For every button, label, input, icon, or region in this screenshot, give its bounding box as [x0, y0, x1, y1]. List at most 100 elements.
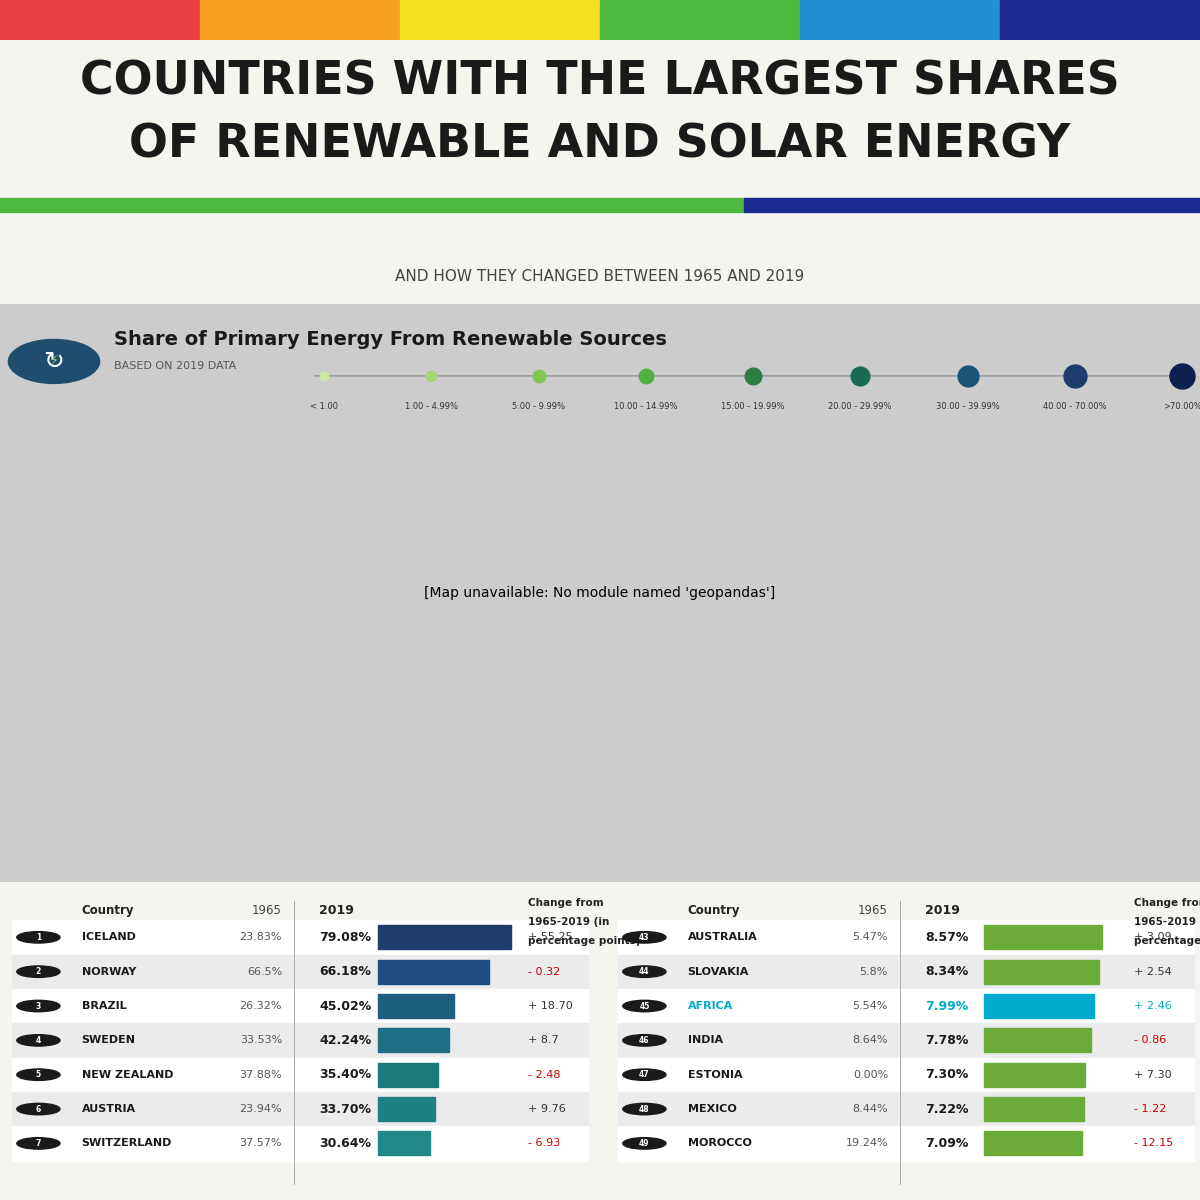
- Text: ICELAND: ICELAND: [82, 932, 136, 942]
- Text: SWITZERLAND: SWITZERLAND: [82, 1139, 172, 1148]
- Bar: [600, 0, 800, 40]
- Circle shape: [623, 1069, 666, 1080]
- Text: 44: 44: [640, 967, 649, 976]
- Text: percentage points): percentage points): [1134, 936, 1200, 946]
- Text: 2: 2: [36, 967, 41, 976]
- Text: 5: 5: [36, 1070, 41, 1079]
- Text: 5.00 - 9.99%: 5.00 - 9.99%: [512, 402, 565, 410]
- Text: 3: 3: [36, 1002, 41, 1010]
- Text: 8.34%: 8.34%: [925, 965, 968, 978]
- Text: AUSTRALIA: AUSTRALIA: [688, 932, 757, 942]
- Text: 5.8%: 5.8%: [859, 967, 888, 977]
- Text: + 2.46: + 2.46: [1134, 1001, 1171, 1012]
- Circle shape: [623, 931, 666, 943]
- Text: - 6.93: - 6.93: [528, 1139, 560, 1148]
- Bar: [12, 1127, 588, 1160]
- Text: 66.5%: 66.5%: [247, 967, 282, 977]
- Text: 1965-2019 (in: 1965-2019 (in: [528, 917, 610, 926]
- Text: Share of Primary Energy From Renewable Sources: Share of Primary Energy From Renewable S…: [114, 330, 667, 349]
- Circle shape: [623, 966, 666, 977]
- Circle shape: [623, 1138, 666, 1150]
- Bar: [12, 1024, 588, 1057]
- Bar: [378, 1097, 434, 1121]
- Text: Change from: Change from: [1134, 898, 1200, 908]
- Text: - 2.48: - 2.48: [528, 1069, 560, 1080]
- Text: 8.44%: 8.44%: [852, 1104, 888, 1114]
- Text: >70.00%: >70.00%: [1163, 402, 1200, 410]
- Text: 7.09%: 7.09%: [925, 1136, 968, 1150]
- Text: 7: 7: [36, 1139, 41, 1148]
- Text: 49: 49: [640, 1139, 649, 1148]
- Text: 5.54%: 5.54%: [853, 1001, 888, 1012]
- Text: 1965: 1965: [252, 905, 282, 917]
- Text: 8.57%: 8.57%: [925, 931, 968, 944]
- Bar: [378, 960, 490, 984]
- Text: 26.32%: 26.32%: [240, 1001, 282, 1012]
- Text: 42.24%: 42.24%: [319, 1034, 372, 1046]
- Text: 2019: 2019: [925, 905, 960, 917]
- Text: 2019: 2019: [319, 905, 354, 917]
- Text: 33.70%: 33.70%: [319, 1103, 371, 1116]
- Bar: [12, 1092, 588, 1127]
- Text: 8.64%: 8.64%: [852, 1036, 888, 1045]
- Circle shape: [17, 1103, 60, 1115]
- Text: 1965: 1965: [858, 905, 888, 917]
- Text: 37.57%: 37.57%: [240, 1139, 282, 1148]
- Text: 40.00 - 70.00%: 40.00 - 70.00%: [1043, 402, 1106, 410]
- Text: NORWAY: NORWAY: [82, 967, 136, 977]
- Bar: [378, 994, 454, 1018]
- Text: NEW ZEALAND: NEW ZEALAND: [82, 1069, 173, 1080]
- Text: + 9.76: + 9.76: [528, 1104, 565, 1114]
- Text: + 8.7: + 8.7: [528, 1036, 559, 1045]
- Bar: [984, 925, 1103, 949]
- Bar: [800, 0, 1000, 40]
- Text: AFRICA: AFRICA: [688, 1001, 733, 1012]
- Text: percentage points): percentage points): [528, 936, 641, 946]
- Text: COUNTRIES WITH THE LARGEST SHARES: COUNTRIES WITH THE LARGEST SHARES: [80, 59, 1120, 104]
- Text: AUSTRIA: AUSTRIA: [82, 1104, 136, 1114]
- Text: 20.00 - 29.99%: 20.00 - 29.99%: [828, 402, 892, 410]
- Text: - 12.15: - 12.15: [1134, 1139, 1174, 1148]
- Text: 19.24%: 19.24%: [845, 1139, 888, 1148]
- Bar: [984, 1132, 1082, 1156]
- Text: ESTONIA: ESTONIA: [688, 1069, 743, 1080]
- Text: 47: 47: [640, 1070, 649, 1079]
- Text: 15.00 - 19.99%: 15.00 - 19.99%: [721, 402, 785, 410]
- Bar: [984, 960, 1099, 984]
- Bar: [12, 920, 588, 954]
- Bar: [618, 1127, 1194, 1160]
- Bar: [744, 198, 1200, 211]
- Text: + 18.70: + 18.70: [528, 1001, 572, 1012]
- Bar: [378, 1132, 430, 1156]
- Text: 7.30%: 7.30%: [925, 1068, 968, 1081]
- Text: + 55.25: + 55.25: [528, 932, 572, 942]
- Circle shape: [17, 1069, 60, 1080]
- Text: 66.18%: 66.18%: [319, 965, 371, 978]
- Text: BRAZIL: BRAZIL: [82, 1001, 126, 1012]
- Text: Country: Country: [688, 905, 740, 917]
- Text: 30.64%: 30.64%: [319, 1136, 371, 1150]
- Text: 0.00%: 0.00%: [853, 1069, 888, 1080]
- Bar: [400, 0, 600, 40]
- Text: 45: 45: [640, 1002, 649, 1010]
- Text: Change from: Change from: [528, 898, 604, 908]
- Bar: [618, 1057, 1194, 1092]
- Text: 10.00 - 14.99%: 10.00 - 14.99%: [614, 402, 678, 410]
- Text: 37.88%: 37.88%: [239, 1069, 282, 1080]
- Bar: [0, 0, 200, 40]
- Text: 7.78%: 7.78%: [925, 1034, 968, 1046]
- Text: - 0.86: - 0.86: [1134, 1036, 1166, 1045]
- Text: ↻: ↻: [43, 349, 65, 373]
- Text: BASED ON 2019 DATA: BASED ON 2019 DATA: [114, 361, 236, 372]
- Bar: [618, 954, 1194, 989]
- Text: SLOVAKIA: SLOVAKIA: [688, 967, 749, 977]
- Circle shape: [17, 931, 60, 943]
- Text: 30.00 - 39.99%: 30.00 - 39.99%: [936, 402, 1000, 410]
- Bar: [618, 1024, 1194, 1057]
- Text: 45.02%: 45.02%: [319, 1000, 372, 1013]
- Bar: [0, 198, 744, 211]
- Bar: [1000, 0, 1200, 40]
- Text: 7.99%: 7.99%: [925, 1000, 968, 1013]
- Text: 43: 43: [640, 932, 649, 942]
- Text: 79.08%: 79.08%: [319, 931, 371, 944]
